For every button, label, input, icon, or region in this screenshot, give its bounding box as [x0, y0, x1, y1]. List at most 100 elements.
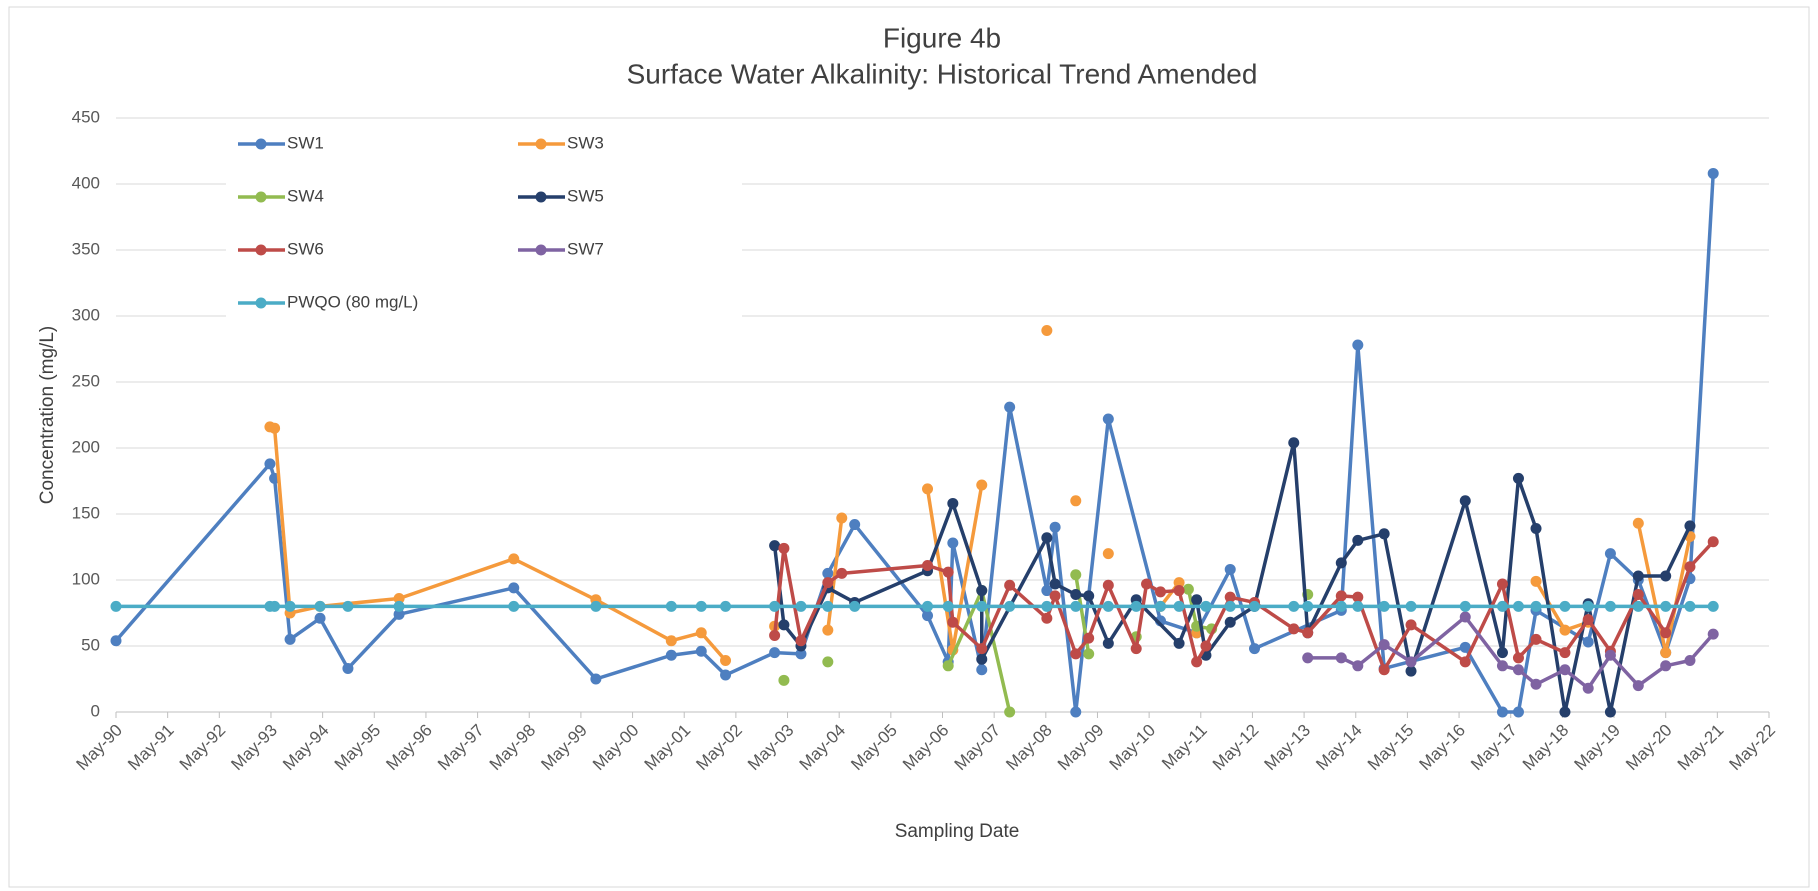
series	[110, 167, 1719, 718]
data-point	[720, 655, 732, 667]
data-point	[1684, 520, 1696, 532]
data-point	[1041, 532, 1053, 544]
data-point	[1154, 600, 1166, 612]
data-point	[822, 656, 834, 668]
data-point	[393, 592, 405, 604]
legend-box	[226, 125, 742, 325]
data-point	[1224, 600, 1236, 612]
data-point	[1288, 623, 1300, 635]
legend-label: SW7	[567, 239, 604, 258]
data-point	[1459, 656, 1471, 668]
data-point	[1632, 600, 1644, 612]
data-point	[1352, 591, 1364, 603]
data-point	[769, 600, 781, 612]
series-line	[772, 440, 1692, 714]
data-point	[922, 610, 934, 622]
data-point	[720, 600, 732, 612]
data-point	[264, 458, 276, 470]
y-tick-label: 250	[72, 371, 100, 390]
data-point	[1004, 706, 1016, 718]
data-point	[590, 600, 602, 612]
data-point	[1200, 600, 1212, 612]
data-point	[1530, 575, 1542, 587]
data-point	[942, 566, 954, 578]
data-point	[1378, 664, 1390, 676]
data-point	[1041, 600, 1053, 612]
chart-subtitle: Surface Water Alkalinity: Historical Tre…	[627, 58, 1258, 89]
data-point	[1604, 649, 1616, 661]
data-point	[284, 600, 296, 612]
y-tick-label: 50	[81, 635, 100, 654]
data-point	[1224, 591, 1236, 603]
data-point	[1378, 528, 1390, 540]
data-point	[1335, 652, 1347, 664]
series-line	[1307, 615, 1715, 690]
data-point	[1512, 652, 1524, 664]
data-point	[393, 608, 405, 620]
y-tick-label: 0	[91, 701, 100, 720]
series-line	[772, 540, 1715, 672]
data-point	[1224, 563, 1236, 575]
data-point	[1660, 600, 1672, 612]
data-point	[1632, 570, 1644, 582]
legend-label: SW5	[567, 186, 604, 205]
data-point	[1041, 585, 1053, 597]
legend-marker	[535, 244, 547, 256]
y-tick-label: 150	[72, 503, 100, 522]
data-point	[1559, 664, 1571, 676]
legend-marker	[535, 138, 547, 150]
data-point	[1352, 339, 1364, 351]
data-point	[922, 600, 934, 612]
data-point	[1604, 706, 1616, 718]
data-point	[1173, 637, 1185, 649]
data-point	[1249, 643, 1261, 655]
data-point	[1496, 600, 1508, 612]
data-point	[1559, 706, 1571, 718]
series-line	[114, 173, 1715, 714]
data-point	[947, 537, 959, 549]
data-point	[1182, 583, 1194, 595]
data-point	[695, 627, 707, 639]
data-point	[1632, 589, 1644, 601]
data-point	[269, 422, 281, 434]
data-point	[1288, 437, 1300, 449]
data-point	[769, 540, 781, 552]
data-point	[1070, 495, 1082, 507]
data-point	[1378, 600, 1390, 612]
data-point	[795, 648, 807, 660]
data-point	[1352, 600, 1364, 612]
x-axis-title: Sampling Date	[895, 821, 1020, 842]
data-point	[1632, 517, 1644, 529]
data-point	[508, 582, 520, 594]
data-point	[1530, 633, 1542, 645]
data-point	[1512, 706, 1524, 718]
legend-label: SW6	[287, 239, 324, 258]
legend: SW1 SW3 SW4 SW5 SW6 SW7 PWQO (80 mg/L)	[226, 125, 742, 325]
y-tick-label: 100	[72, 569, 100, 588]
data-point	[1070, 569, 1082, 581]
data-point	[1004, 579, 1016, 591]
legend-marker	[255, 244, 267, 256]
data-point	[665, 600, 677, 612]
data-point	[1582, 682, 1594, 694]
data-point	[1378, 639, 1390, 651]
series	[1302, 611, 1719, 694]
data-point	[342, 662, 354, 674]
data-point	[590, 673, 602, 685]
legend-label: PWQO (80 mg/L)	[287, 292, 418, 311]
data-point	[822, 600, 834, 612]
data-point	[1049, 521, 1061, 533]
data-point	[769, 647, 781, 659]
series	[769, 536, 1719, 676]
data-point	[1083, 632, 1095, 644]
data-point	[947, 616, 959, 628]
data-point	[1141, 578, 1153, 590]
data-point	[110, 600, 122, 612]
data-point	[1660, 627, 1672, 639]
data-point	[1530, 523, 1542, 535]
data-point	[849, 600, 861, 612]
data-point	[665, 649, 677, 661]
data-point	[1559, 647, 1571, 659]
data-point	[665, 635, 677, 647]
data-point	[1660, 647, 1672, 659]
